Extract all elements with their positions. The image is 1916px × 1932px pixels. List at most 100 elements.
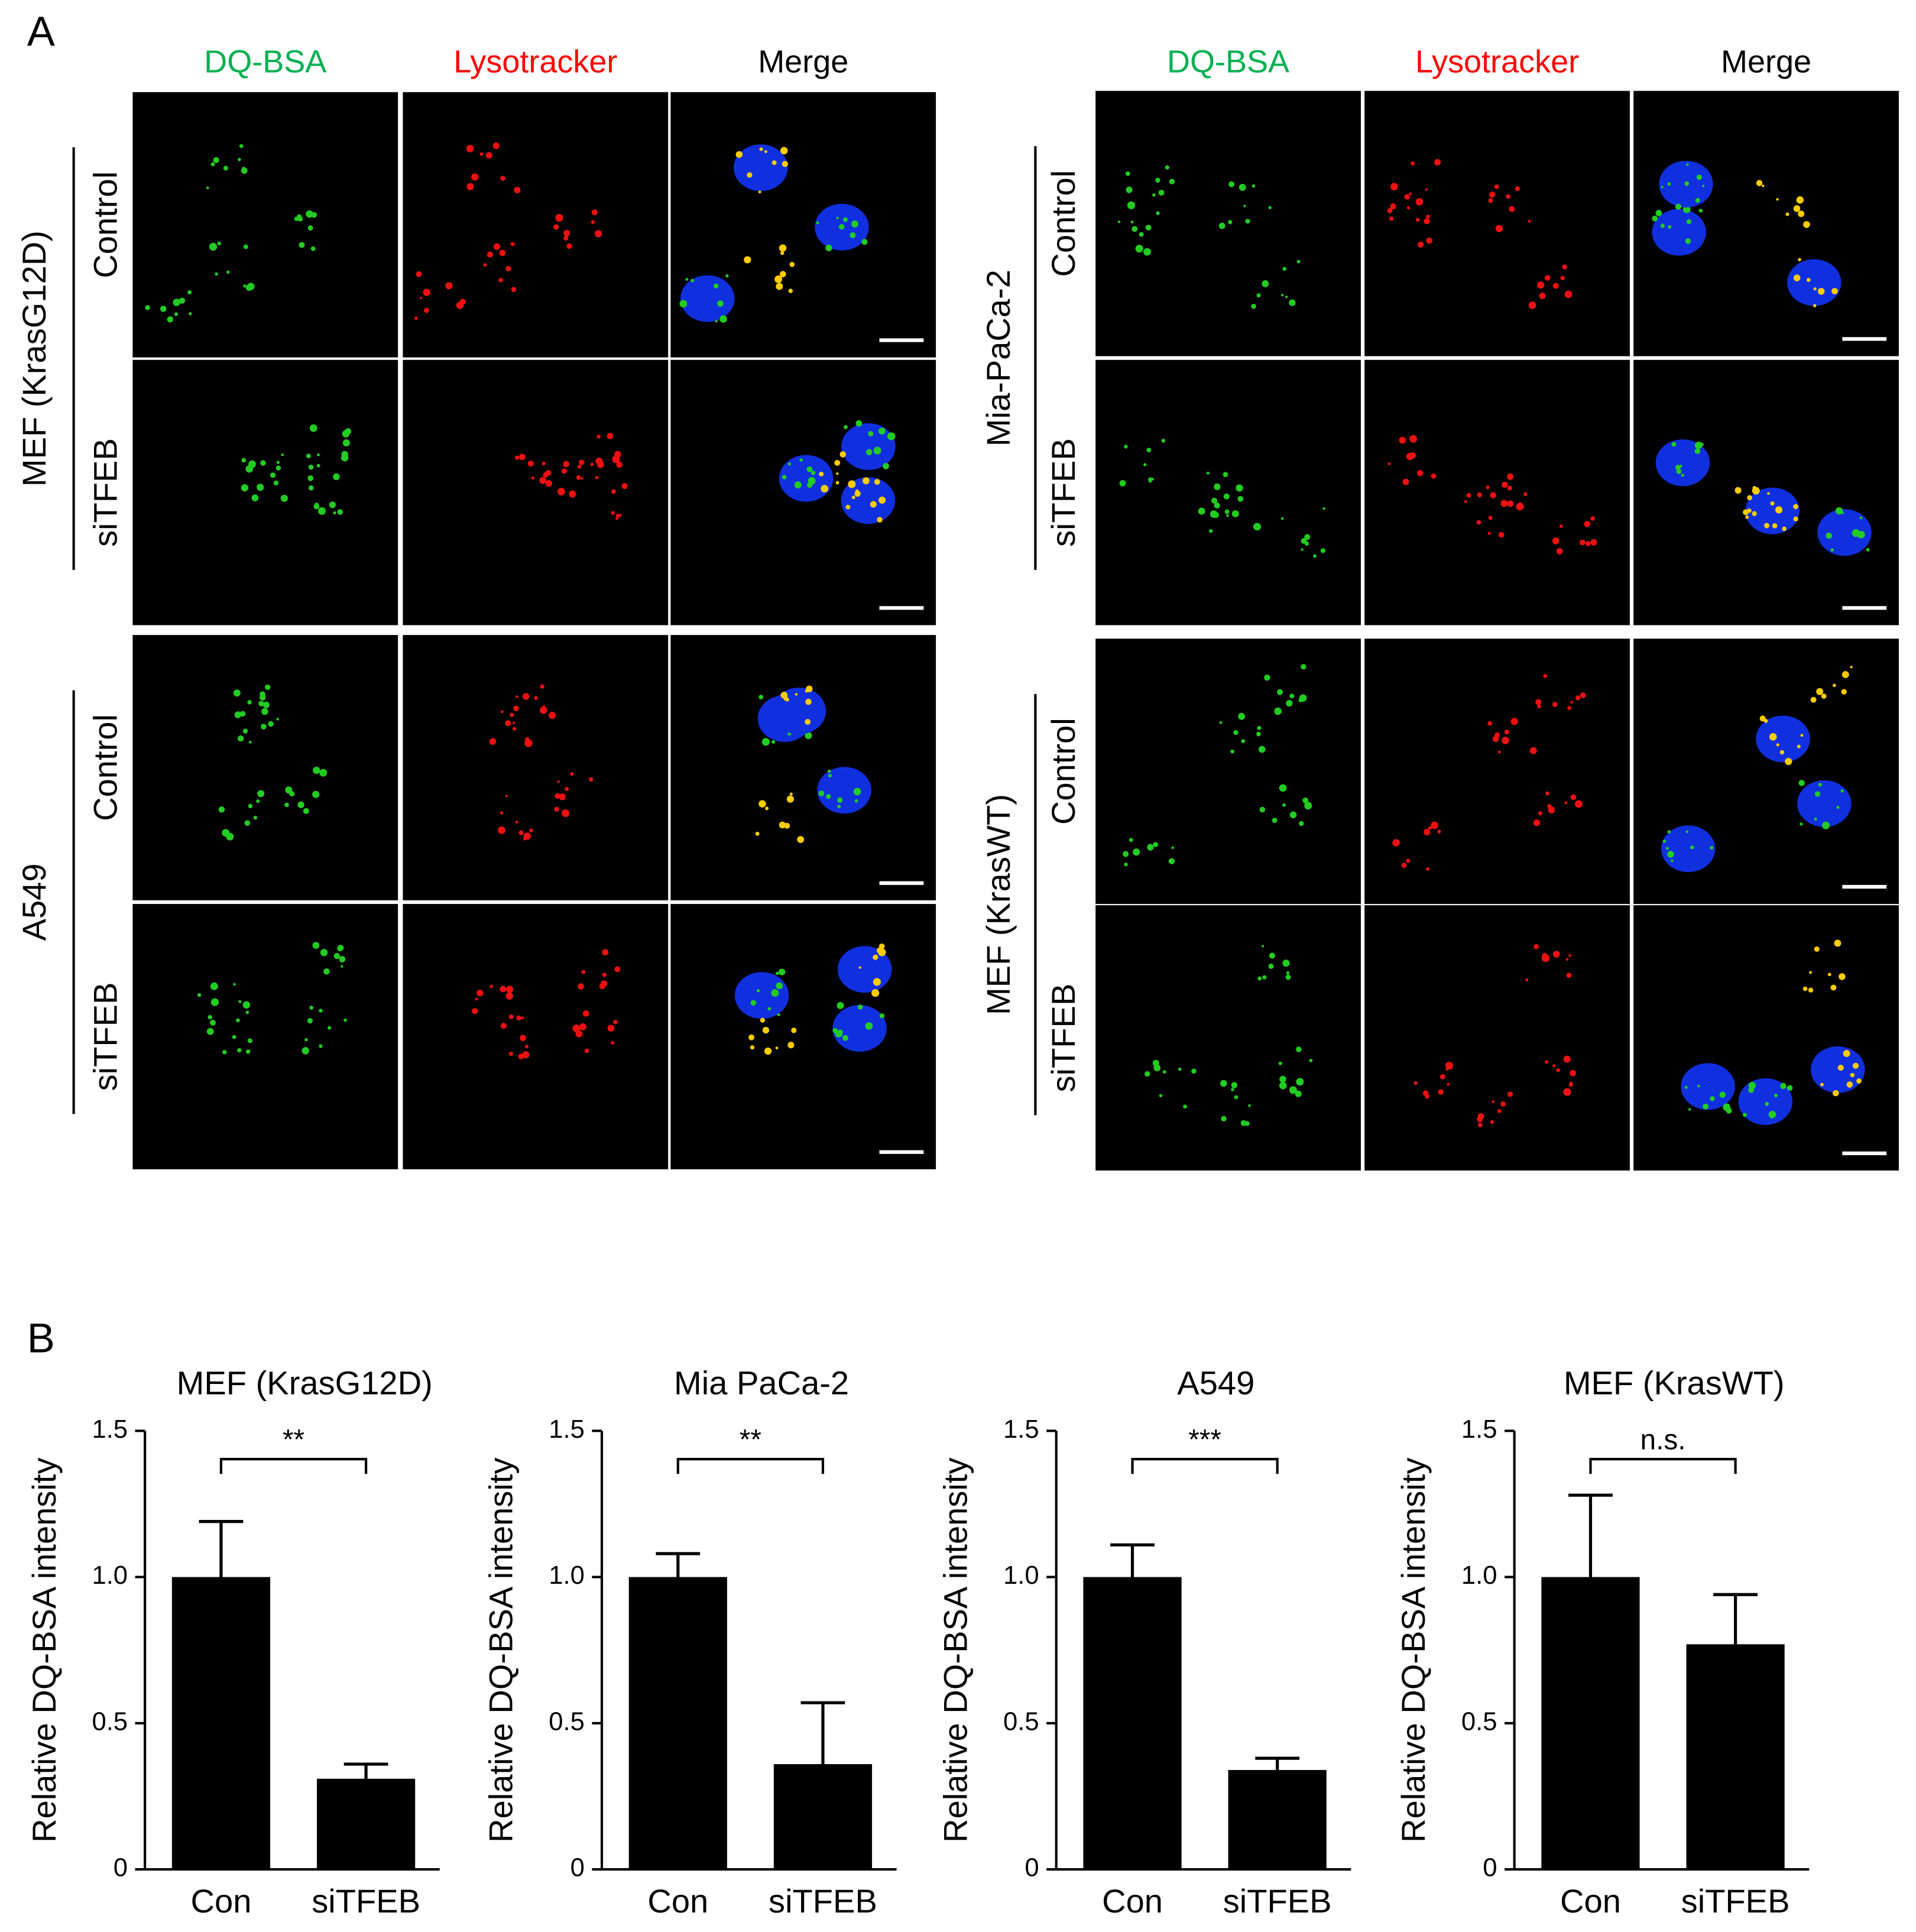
puncta (548, 711, 556, 719)
puncta (1515, 186, 1520, 192)
puncta (1775, 506, 1783, 514)
bar (773, 1764, 873, 1870)
puncta (226, 270, 230, 274)
micrograph (403, 359, 669, 625)
micrograph (1095, 905, 1361, 1171)
puncta (512, 721, 515, 725)
puncta (309, 1006, 314, 1010)
puncta (1406, 206, 1411, 210)
puncta (748, 1034, 755, 1040)
puncta (1850, 666, 1853, 669)
puncta (218, 806, 225, 813)
puncta (1585, 541, 1591, 546)
puncta (466, 145, 474, 153)
puncta (1248, 1104, 1251, 1107)
puncta (1563, 1055, 1571, 1063)
puncta (844, 424, 848, 429)
puncta (1492, 1100, 1494, 1103)
puncta (329, 501, 336, 508)
puncta (1776, 197, 1779, 201)
puncta (210, 1019, 216, 1026)
puncta (1506, 194, 1511, 199)
puncta (1168, 858, 1175, 864)
puncta (424, 307, 429, 313)
puncta (1264, 675, 1270, 681)
puncta (779, 821, 786, 829)
nucleus (734, 972, 789, 1019)
puncta (1280, 517, 1284, 520)
puncta (1309, 1058, 1313, 1062)
puncta (337, 945, 344, 951)
puncta (1565, 958, 1569, 961)
puncta (239, 711, 246, 717)
puncta (1812, 698, 1815, 701)
significance-label: n.s. (1641, 1425, 1686, 1456)
puncta (1774, 1093, 1778, 1098)
puncta (189, 312, 192, 316)
puncta (1552, 702, 1558, 707)
puncta (1837, 1064, 1844, 1071)
puncta (505, 265, 511, 271)
puncta (1171, 846, 1174, 850)
puncta (786, 795, 794, 803)
puncta (307, 475, 314, 481)
puncta (1492, 735, 1499, 743)
nucleus (841, 423, 896, 470)
puncta (1488, 198, 1493, 203)
puncta (797, 836, 805, 843)
puncta (1747, 495, 1752, 501)
puncta (791, 1027, 797, 1033)
puncta (524, 739, 533, 747)
puncta (1671, 859, 1674, 863)
puncta (260, 691, 265, 697)
puncta (1676, 469, 1682, 474)
puncta (307, 225, 313, 231)
puncta (540, 684, 544, 689)
puncta (167, 316, 174, 323)
puncta (735, 151, 743, 158)
puncta (758, 190, 761, 194)
micrograph (403, 635, 669, 900)
puncta (500, 1023, 507, 1029)
puncta (1547, 804, 1552, 809)
puncta (611, 489, 616, 494)
y-tick-label: 1.5 (92, 1415, 128, 1444)
puncta (851, 495, 855, 500)
puncta (270, 472, 276, 478)
puncta (1281, 294, 1284, 297)
puncta (858, 966, 861, 969)
puncta (878, 427, 886, 435)
puncta (276, 461, 280, 464)
puncta (842, 1035, 848, 1041)
puncta (1667, 830, 1671, 834)
x-tick-label: siTFEB (1681, 1882, 1790, 1920)
puncta (245, 284, 252, 291)
puncta (1156, 211, 1160, 215)
puncta (1415, 218, 1420, 222)
puncta (1135, 245, 1143, 253)
puncta (1507, 1091, 1513, 1097)
puncta (531, 476, 535, 480)
puncta (854, 799, 858, 803)
puncta (475, 997, 478, 1001)
puncta (572, 1025, 581, 1033)
puncta (1772, 523, 1778, 529)
puncta (615, 517, 618, 520)
puncta (233, 983, 236, 986)
puncta (1119, 480, 1126, 487)
puncta (1671, 442, 1677, 447)
puncta (1289, 693, 1295, 699)
puncta (1850, 1072, 1855, 1078)
puncta (1320, 548, 1325, 553)
puncta (1286, 971, 1290, 975)
puncta (145, 305, 150, 310)
puncta (883, 463, 889, 469)
puncta (1684, 1085, 1688, 1089)
puncta (1590, 539, 1597, 546)
puncta (174, 312, 179, 316)
puncta (160, 306, 167, 312)
puncta (855, 420, 863, 427)
puncta (595, 475, 599, 479)
puncta (1675, 203, 1682, 210)
puncta (1434, 158, 1441, 166)
